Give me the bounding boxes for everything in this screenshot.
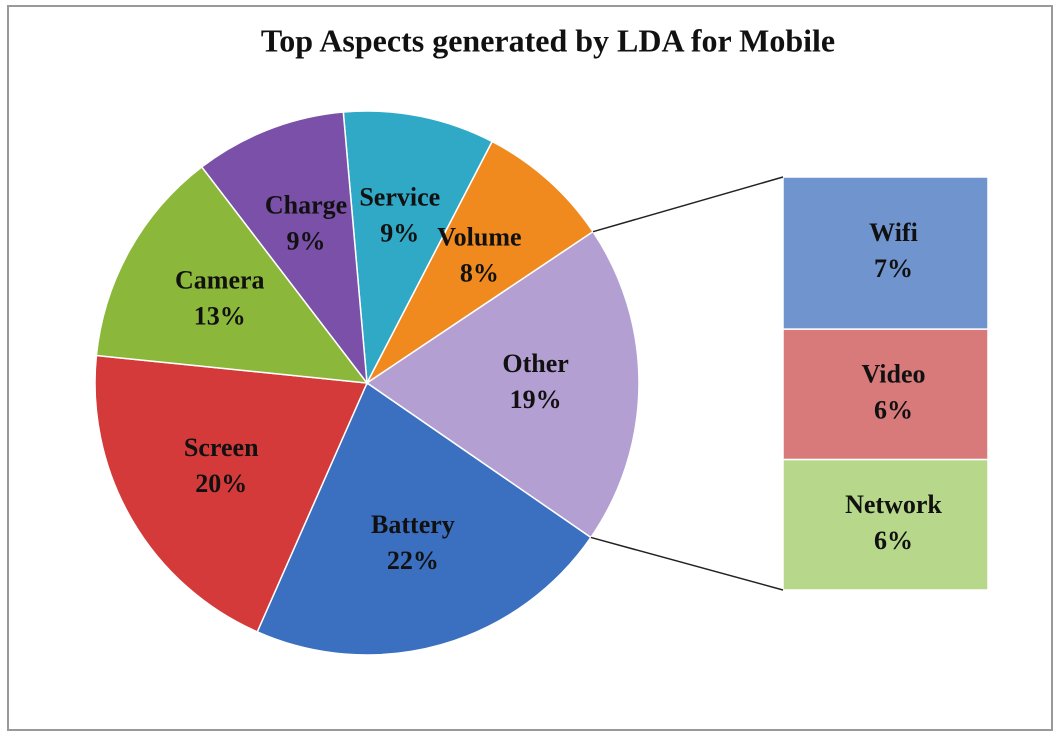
chart-title: Top Aspects generated by LDA for Mobile xyxy=(261,22,835,58)
pie-slice xyxy=(200,111,368,386)
slice-label: Other xyxy=(502,349,568,378)
breakdown-bar xyxy=(782,458,989,591)
breakdown-value-label: 6% xyxy=(874,526,913,555)
pie-slice xyxy=(94,354,369,633)
breakdown-label: Wifi xyxy=(869,218,918,247)
pie-slice xyxy=(366,140,595,384)
slice-label: Screen xyxy=(184,433,259,462)
slice-label: Camera xyxy=(175,266,265,295)
slice-label: Battery xyxy=(371,510,455,539)
breakdown-value-label: 6% xyxy=(874,395,913,424)
slice-label: Charge xyxy=(265,191,347,220)
slice-value-label: 9% xyxy=(287,227,326,256)
connector-line xyxy=(592,176,784,233)
connector-line xyxy=(590,536,784,591)
pie-slice xyxy=(95,165,369,384)
slice-value-label: 8% xyxy=(460,258,499,287)
slice-value-label: 19% xyxy=(510,385,562,414)
pie-slice xyxy=(365,230,640,539)
breakdown-bar xyxy=(782,176,989,330)
slice-label: Volume xyxy=(437,222,521,251)
slice-value-label: 13% xyxy=(194,302,246,331)
breakdown-bar xyxy=(782,328,989,461)
slice-label: Service xyxy=(359,183,440,212)
slice-value-label: 22% xyxy=(387,546,439,575)
slice-value-label: 9% xyxy=(380,219,419,248)
pie-slice xyxy=(342,110,494,386)
breakdown-label: Network xyxy=(845,490,942,519)
breakdown-label: Video xyxy=(861,359,925,388)
breakdown-value-label: 7% xyxy=(874,254,913,283)
pie-slice xyxy=(256,381,592,656)
slice-value-label: 20% xyxy=(195,469,247,498)
